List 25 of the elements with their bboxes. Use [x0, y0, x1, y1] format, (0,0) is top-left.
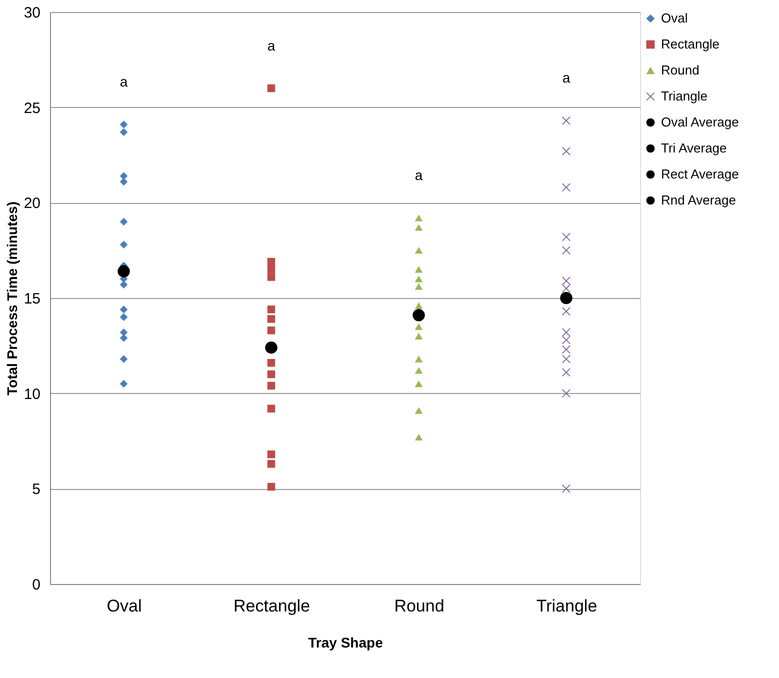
y-tick-label: 30 — [24, 4, 40, 22]
legend-label: Oval — [661, 10, 688, 26]
annotation: a — [120, 73, 128, 90]
x-tick-label: Oval — [106, 596, 142, 616]
y-tick-label: 15 — [24, 290, 40, 308]
x-tick-label: Triangle — [536, 596, 598, 616]
x-axis-title: Tray Shape — [308, 634, 384, 650]
legend-label: Tri Average — [661, 140, 727, 156]
legend-label: Triangle — [661, 88, 708, 104]
annotation: a — [562, 70, 570, 86]
legend-label: Rect Average — [661, 166, 739, 182]
y-tick-label: 25 — [24, 100, 40, 117]
legend-label: Oval Average — [661, 114, 739, 130]
legend-label: Round — [661, 62, 700, 78]
y-tick-label: 20 — [24, 195, 40, 212]
x-tick-label: Round — [394, 596, 444, 616]
y-tick-label: 0 — [32, 576, 40, 594]
annotation: a — [267, 37, 276, 54]
x-tick-label: Rectangle — [233, 596, 310, 616]
legend-label: Rectangle — [661, 36, 720, 52]
legend-label: Rnd Average — [661, 192, 736, 208]
annotation: a — [414, 166, 423, 183]
y-tick-label: 5 — [32, 481, 40, 498]
y-axis-title: Total Process Time (minutes) — [4, 202, 20, 396]
y-tick-label: 10 — [24, 386, 40, 403]
